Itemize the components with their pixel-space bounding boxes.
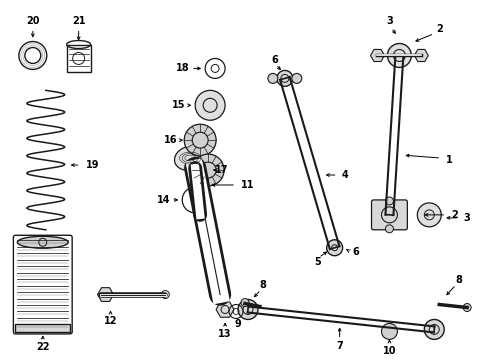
- Text: 8: 8: [260, 280, 267, 289]
- Text: 13: 13: [219, 329, 232, 339]
- Circle shape: [424, 319, 444, 339]
- Circle shape: [241, 298, 249, 306]
- Text: 9: 9: [235, 319, 242, 329]
- Circle shape: [184, 124, 216, 156]
- Circle shape: [327, 240, 343, 256]
- Circle shape: [417, 203, 441, 227]
- Bar: [15, 324, 70, 332]
- Text: 2: 2: [436, 24, 442, 33]
- Text: 15: 15: [172, 100, 185, 110]
- Circle shape: [292, 73, 302, 84]
- Ellipse shape: [17, 236, 68, 248]
- Circle shape: [204, 226, 214, 236]
- Text: 14: 14: [157, 195, 170, 205]
- Text: 8: 8: [456, 275, 463, 285]
- Circle shape: [386, 197, 393, 205]
- Text: 11: 11: [241, 180, 255, 190]
- Text: 2: 2: [451, 210, 458, 220]
- Text: 1: 1: [446, 155, 453, 165]
- Text: 7: 7: [336, 341, 343, 351]
- Circle shape: [195, 90, 225, 120]
- Circle shape: [238, 300, 258, 319]
- Circle shape: [268, 73, 278, 84]
- Circle shape: [463, 303, 471, 311]
- Circle shape: [382, 323, 397, 339]
- FancyBboxPatch shape: [371, 200, 407, 230]
- Text: 19: 19: [86, 160, 99, 170]
- Text: 6: 6: [352, 247, 359, 257]
- Circle shape: [386, 225, 393, 233]
- Text: 21: 21: [72, 15, 85, 26]
- Text: 20: 20: [26, 15, 40, 26]
- Text: 16: 16: [164, 135, 177, 145]
- Text: 5: 5: [315, 257, 321, 267]
- Text: 3: 3: [386, 15, 393, 26]
- Bar: [67, 45, 91, 72]
- Circle shape: [388, 44, 412, 67]
- Ellipse shape: [174, 146, 206, 170]
- Text: 10: 10: [383, 346, 396, 356]
- Text: 6: 6: [271, 55, 278, 66]
- Circle shape: [192, 154, 224, 186]
- Circle shape: [277, 71, 293, 86]
- Text: 18: 18: [176, 63, 190, 73]
- Text: 3: 3: [464, 213, 470, 223]
- Circle shape: [213, 288, 227, 302]
- Text: 22: 22: [36, 342, 49, 352]
- Text: 17: 17: [215, 165, 229, 175]
- Text: 12: 12: [104, 316, 117, 327]
- Text: 4: 4: [341, 170, 348, 180]
